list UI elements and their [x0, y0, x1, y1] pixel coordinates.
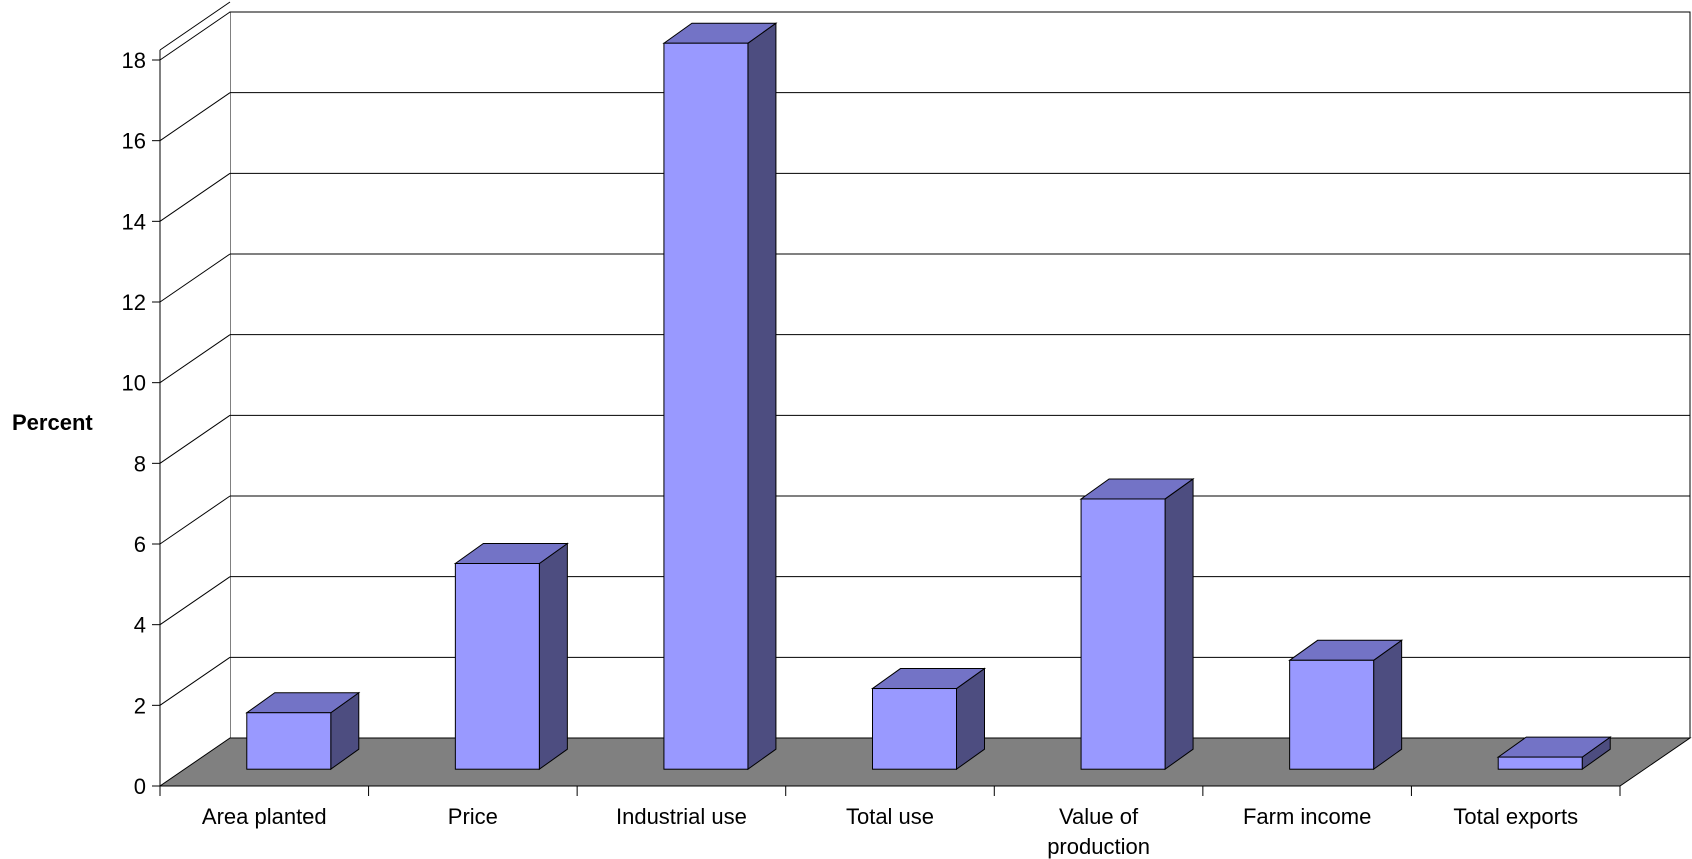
gridline-side [159, 253, 231, 303]
category-label: Area planted [202, 804, 327, 829]
category-label: Value of production [1047, 804, 1150, 859]
y-tick-label: 18 [122, 48, 146, 73]
category-label: Total use [846, 804, 934, 829]
category-label: Farm income [1243, 804, 1371, 829]
bar [1079, 477, 1195, 771]
category-label-line: production [1047, 834, 1150, 859]
category-label-line: Value of [1059, 804, 1139, 829]
category-label: Price [448, 804, 498, 829]
bar [1496, 736, 1612, 771]
y-tick-label: 10 [122, 371, 146, 396]
y-tick-label: 14 [122, 209, 146, 234]
bar-front [872, 688, 957, 770]
axes [152, 1, 1621, 796]
y-tick-label: 12 [122, 290, 146, 315]
bar [245, 691, 361, 771]
category-label-line: Industrial use [616, 804, 747, 829]
gridline-side [159, 92, 231, 142]
y-tick-label: 0 [134, 774, 146, 799]
gridlines [159, 11, 1690, 706]
bars [245, 22, 1612, 771]
back-wall [229, 11, 1691, 739]
side-wall [160, 12, 230, 786]
gridline-side [159, 576, 231, 626]
category-labels: Area planted Price Industrial use Total use… [202, 804, 1578, 859]
y-tick-label: 2 [134, 693, 146, 718]
gridline-side [159, 414, 231, 464]
bar-front [1497, 756, 1583, 770]
bar-front [454, 563, 540, 770]
bar-side [1373, 639, 1403, 771]
category-label-line: Total exports [1453, 804, 1578, 829]
axis-corner [159, 1, 231, 51]
category-label-line: Area planted [202, 804, 327, 829]
chart-walls [160, 11, 1691, 786]
bar [453, 542, 569, 771]
bar-side [1164, 477, 1194, 771]
bar-side [538, 542, 568, 771]
gridline-side [159, 495, 231, 545]
y-axis-label: Percent [12, 410, 93, 435]
y-tick-labels: 0 2 4 6 8 10 12 14 16 18 [122, 48, 146, 799]
gridline-side [159, 334, 231, 384]
gridline-side [159, 11, 231, 61]
y-tick-label: 4 [134, 613, 146, 638]
category-label: Total exports [1453, 804, 1578, 829]
category-label: Industrial use [616, 804, 747, 829]
bar-front [1080, 498, 1166, 770]
y-tick-label: 8 [134, 451, 146, 476]
gridline-side [159, 172, 231, 222]
category-label-line: Total use [846, 804, 934, 829]
category-label-line: Price [448, 804, 498, 829]
bar [662, 22, 778, 771]
category-label-line: Farm income [1243, 804, 1371, 829]
bar [1288, 639, 1404, 771]
y-tick-label: 6 [134, 532, 146, 557]
bar-front [1289, 659, 1375, 770]
gridline-side [159, 656, 231, 706]
bar [870, 667, 987, 771]
y-tick-label: 16 [122, 129, 146, 154]
bar-front [246, 712, 332, 770]
bar-side [747, 22, 777, 771]
bar-front [663, 42, 749, 770]
